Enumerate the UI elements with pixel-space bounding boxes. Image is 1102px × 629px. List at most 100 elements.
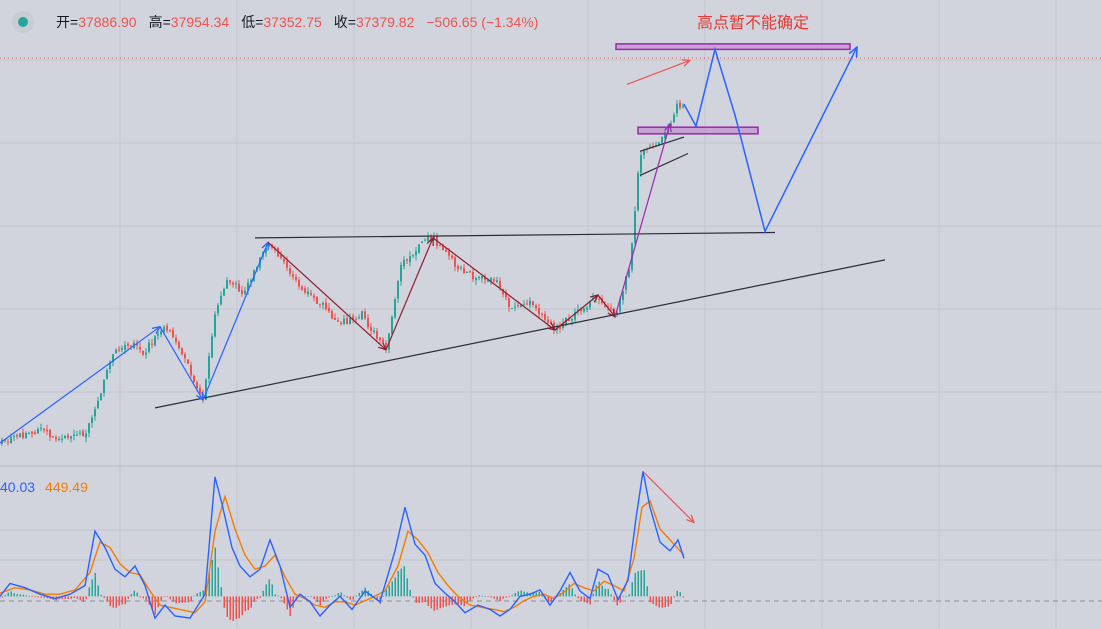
macd-histogram-bar xyxy=(418,596,420,604)
candle-body xyxy=(679,102,681,108)
macd-histogram-bar xyxy=(682,596,684,598)
candle-body xyxy=(97,400,99,408)
macd-histogram-bar xyxy=(43,596,45,598)
macd-histogram-bar xyxy=(508,596,510,597)
candle-body xyxy=(31,431,33,434)
macd-histogram-bar xyxy=(646,586,648,597)
macd-histogram-bar xyxy=(274,594,276,597)
candle-body xyxy=(136,343,138,346)
candle-body xyxy=(475,277,477,281)
candle-body xyxy=(454,257,456,267)
wave-arrow xyxy=(0,327,160,444)
candle-body xyxy=(301,286,303,290)
candle-body xyxy=(82,430,84,436)
macd-histogram-bar xyxy=(187,596,189,603)
wave-arrow xyxy=(432,237,555,330)
macd-histogram-bar xyxy=(505,596,507,598)
macd-histogram-bar xyxy=(679,592,681,597)
annotation-text[interactable]: 高点暂不能确定 xyxy=(697,15,810,32)
macd-histogram-bar xyxy=(409,589,411,597)
candle-body xyxy=(460,267,462,269)
candle-body xyxy=(37,429,39,434)
macd-divergence-arrow xyxy=(643,472,694,523)
candle-body xyxy=(469,271,471,273)
close-label: 收= xyxy=(333,14,356,30)
candle-body xyxy=(103,380,105,393)
macd-histogram-bar xyxy=(328,596,330,598)
candle-body xyxy=(238,283,240,292)
candle-body xyxy=(457,266,459,270)
macd-histogram-bar xyxy=(61,596,63,599)
wave-arrow xyxy=(597,294,615,317)
macd-histogram-bar xyxy=(16,594,18,597)
candle-body xyxy=(490,277,492,282)
macd-histogram-bar xyxy=(124,596,126,605)
candle-body xyxy=(310,292,312,295)
macd-histogram-bar xyxy=(448,596,450,606)
macd-histogram-bar xyxy=(604,588,606,597)
macd-histogram-bar xyxy=(172,596,174,602)
ohlc-legend: 开= 37886.90 高= 37954.34 低= 37352.75 收= 3… xyxy=(12,11,538,33)
macd-histogram-bar xyxy=(22,594,24,597)
open-value: 37886.90 xyxy=(78,14,137,30)
macd-histogram-bar xyxy=(451,596,453,605)
candle-body xyxy=(487,279,489,282)
candle-body xyxy=(226,280,228,289)
candle-body xyxy=(673,114,675,123)
macd-histogram-bar xyxy=(589,596,591,605)
macd-histogram-bar xyxy=(634,572,636,597)
candle-body xyxy=(445,249,447,252)
candle-body xyxy=(580,309,582,311)
indicator-value-fast: 40.03 xyxy=(0,479,36,495)
macd-histogram-bar xyxy=(631,582,633,597)
candle-body xyxy=(172,330,174,337)
macd-histogram-bar xyxy=(19,594,21,597)
macd-histogram-bar xyxy=(406,578,408,597)
macd-histogram-bar xyxy=(520,590,522,597)
candle-body xyxy=(184,354,186,359)
candle-body xyxy=(292,274,294,277)
macd-histogram-bar xyxy=(304,595,306,597)
macd-histogram-bar xyxy=(316,596,318,602)
macd-histogram-bar xyxy=(610,594,612,597)
projection-path xyxy=(683,47,857,234)
indicator-value-slow: 449.49 xyxy=(45,479,88,495)
candle-body xyxy=(586,307,588,310)
macd-histogram-bar xyxy=(193,595,195,597)
candle-body xyxy=(337,320,339,322)
candle-body xyxy=(118,349,120,351)
candle-body xyxy=(637,172,639,211)
candle-body xyxy=(199,387,201,394)
macd-histogram-bar xyxy=(112,596,114,608)
symbol-status-toggle[interactable] xyxy=(12,11,34,33)
macd-histogram-bar xyxy=(166,596,168,597)
close-value: 37379.82 xyxy=(355,14,415,30)
macd-histogram-bar xyxy=(334,595,336,597)
macd-histogram-bar xyxy=(658,596,660,608)
candle-body xyxy=(166,325,168,331)
candle-body xyxy=(193,375,195,383)
macd-histogram-bar xyxy=(139,596,141,598)
macd-histogram-bar xyxy=(595,585,597,597)
macd-histogram-bar xyxy=(217,567,219,597)
macd-histogram-bar xyxy=(229,596,231,620)
candle-body xyxy=(319,303,321,305)
macd-histogram-bar xyxy=(151,596,153,610)
macd-histogram-bar xyxy=(397,571,399,597)
macd-histogram-bar xyxy=(598,581,600,597)
candle-body xyxy=(76,434,78,436)
macd-histogram-bar xyxy=(643,570,645,597)
candle-body xyxy=(367,318,369,328)
macd-histogram-bar xyxy=(88,587,90,597)
trendlines xyxy=(154,136,886,409)
macd-histogram-bar xyxy=(211,560,213,597)
indicator-legend: 40.03 449.49 xyxy=(0,477,88,497)
macd-histogram-bar xyxy=(625,596,627,597)
macd-histogram-bar xyxy=(577,596,579,599)
candle-body xyxy=(106,370,108,379)
candle-body xyxy=(607,306,609,308)
macd-histogram-bar xyxy=(343,595,345,597)
macd-histogram-bar xyxy=(145,596,147,601)
